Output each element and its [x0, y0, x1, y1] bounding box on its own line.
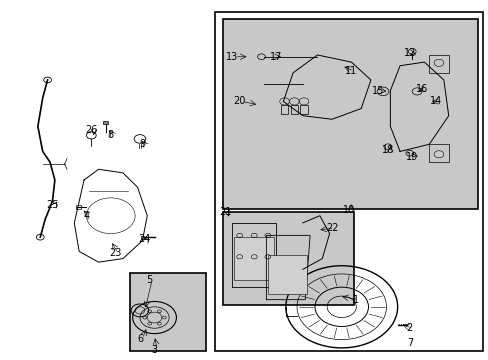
- Bar: [233, 237, 273, 280]
- Text: 24: 24: [139, 234, 151, 244]
- Bar: [215, 12, 482, 351]
- Text: 19: 19: [406, 152, 418, 162]
- Bar: [141, 236, 144, 239]
- Bar: [267, 255, 306, 294]
- Text: 13: 13: [226, 52, 238, 62]
- Text: 9: 9: [139, 139, 145, 149]
- Bar: [281, 105, 287, 114]
- Bar: [222, 212, 353, 305]
- Text: 10: 10: [342, 205, 354, 215]
- Bar: [222, 19, 477, 208]
- Bar: [130, 273, 205, 351]
- Text: 12: 12: [403, 48, 415, 58]
- Text: 4: 4: [83, 211, 89, 221]
- Text: 17: 17: [269, 52, 282, 62]
- Text: 14: 14: [429, 96, 442, 107]
- Text: 23: 23: [109, 248, 122, 258]
- Text: 5: 5: [146, 275, 152, 285]
- Bar: [428, 144, 448, 162]
- Text: 20: 20: [233, 96, 245, 107]
- Bar: [300, 105, 307, 114]
- Text: 22: 22: [325, 223, 338, 233]
- Text: 18: 18: [381, 145, 393, 155]
- Text: 6: 6: [137, 334, 142, 344]
- Bar: [103, 121, 108, 123]
- Text: 21: 21: [219, 207, 231, 217]
- Bar: [76, 205, 81, 208]
- Text: 16: 16: [415, 84, 427, 94]
- Text: 8: 8: [107, 130, 114, 140]
- Text: 1: 1: [352, 295, 359, 305]
- Text: 7: 7: [406, 338, 412, 347]
- Bar: [290, 105, 297, 114]
- Text: 15: 15: [371, 86, 384, 96]
- Text: 25: 25: [46, 200, 59, 210]
- Text: 26: 26: [85, 125, 97, 135]
- Bar: [428, 55, 448, 73]
- Text: 3: 3: [151, 345, 157, 355]
- Text: 2: 2: [406, 323, 412, 333]
- Text: 11: 11: [345, 66, 357, 76]
